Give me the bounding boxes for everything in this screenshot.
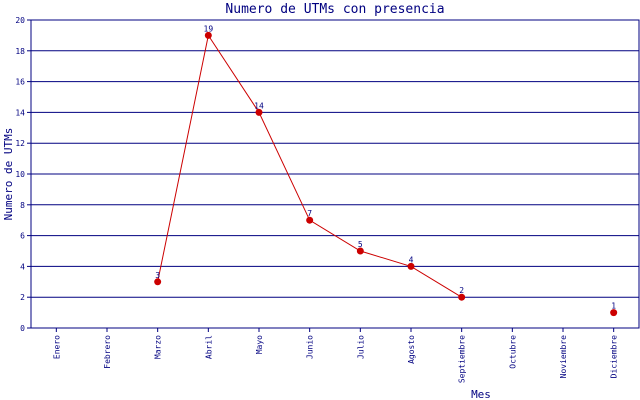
data-label: 14 (254, 101, 264, 110)
y-axis-label: Numero de UTMs (2, 128, 15, 221)
y-tick-label: 2 (20, 293, 25, 302)
data-label: 19 (204, 24, 214, 33)
y-tick-label: 20 (15, 16, 25, 25)
x-tick-label: Noviembre (559, 335, 568, 379)
chart-title: Numero de UTMs con presencia (225, 2, 444, 17)
x-tick-label: Septiembre (458, 335, 467, 383)
series-group: 3 19 14 7 5 4 2 1 (154, 24, 618, 317)
y-tick-label: 12 (15, 139, 25, 148)
plot-area-frame (30, 19, 640, 329)
data-point (306, 216, 314, 224)
data-point (407, 262, 415, 270)
data-point (154, 278, 162, 286)
y-tick-label: 14 (15, 108, 25, 117)
data-point (458, 293, 466, 301)
data-label: 2 (459, 286, 464, 295)
x-tick-label: Mayo (255, 335, 264, 354)
x-tick-label: Abril (204, 335, 213, 359)
series-line (157, 34, 462, 298)
data-label: 3 (155, 271, 160, 280)
x-axis-label: Mes (471, 388, 491, 400)
data-label: 1 (611, 302, 616, 311)
data-label: 4 (409, 255, 414, 264)
y-tick-label: 18 (15, 47, 25, 56)
x-tick-label: Junio (306, 335, 315, 359)
x-tick-label: Febrero (103, 335, 112, 369)
data-point (610, 309, 618, 317)
y-tick-label: 6 (20, 232, 25, 241)
x-tick-label: Agosto (407, 335, 416, 364)
y-axis-ticks: 0 2 4 6 8 10 12 14 16 18 20 (15, 16, 31, 333)
y-tick-label: 16 (15, 78, 25, 87)
x-tick-label: Diciembre (610, 335, 619, 379)
data-point (255, 108, 263, 116)
x-tick-label: Julio (356, 335, 365, 359)
y-tick-label: 8 (20, 201, 25, 210)
grid-lines (31, 19, 639, 329)
x-tick-label: Octubre (508, 335, 517, 369)
data-label: 7 (307, 209, 312, 218)
data-point (356, 247, 364, 255)
data-point (204, 31, 212, 39)
y-tick-label: 4 (20, 262, 25, 271)
y-tick-label: 10 (15, 170, 25, 179)
y-tick-label: 0 (20, 324, 25, 333)
x-axis-ticks: Enero Febrero Marzo Abril Mayo Junio Julio Agos… (52, 328, 619, 383)
x-tick-label: Enero (52, 335, 61, 359)
x-tick-label: Marzo (154, 335, 163, 359)
data-label: 5 (358, 240, 363, 249)
